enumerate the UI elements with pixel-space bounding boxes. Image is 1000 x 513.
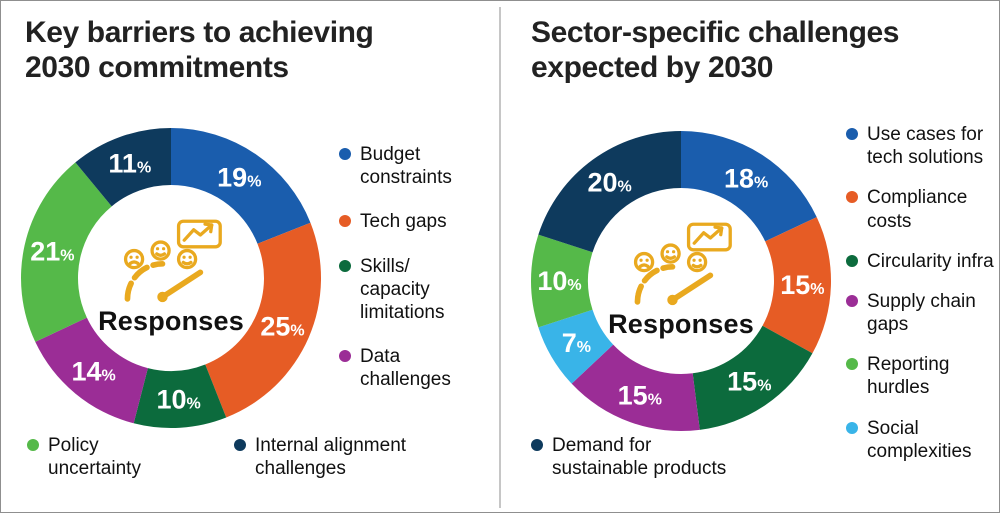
- legend-label: Internal alignment challenges: [255, 435, 407, 480]
- donut-segment-demand-for-sustainable-products: [538, 131, 681, 253]
- legend-item-data-challenges: Data challenges: [339, 345, 472, 391]
- legend-label: Use cases for tech solutions: [867, 124, 984, 169]
- key-barriers-bottom-legend: Policy uncertainty Internal alignment cha…: [27, 434, 433, 480]
- legend-label: Supply chain gaps: [867, 290, 976, 336]
- donut-segment-reporting-hurdles: [530, 234, 593, 328]
- donut-segment-social-complexities: [538, 309, 614, 384]
- legend-item-tech-gaps: Tech gaps: [339, 210, 472, 233]
- legend-label: Skills/ capacity limitations: [360, 255, 445, 323]
- legend-item-circularity-infra: Circularity infra: [846, 250, 999, 273]
- donut-segment-skills-capacity-limitations: [133, 364, 227, 429]
- donut-segment-supply-chain-gaps: [571, 344, 700, 432]
- donut-value-internal-alignment-challenges: 11%: [108, 149, 151, 179]
- legend-item-compliance-costs: Compliance costs: [846, 186, 999, 232]
- legend-label: Tech gaps: [360, 211, 447, 233]
- donut-segment-budget-constraints: [171, 128, 311, 244]
- sector-challenges-side-legend: Use cases for tech solutions Compliance c…: [846, 123, 999, 463]
- sector-challenges-title: Sector-specific challenges expected by 2…: [531, 16, 900, 85]
- legend-color-dot-icon: [339, 148, 351, 160]
- legend-label: Budget constraints: [360, 144, 452, 189]
- donut-value-supply-chain-gaps: 15%: [618, 380, 662, 410]
- sector-challenges-panel: Sector-specific challenges expected by 2…: [501, 1, 999, 512]
- donut-value-compliance-costs: 15%: [780, 270, 824, 300]
- legend-color-dot-icon: [846, 294, 858, 307]
- legend-color-dot-icon: [846, 128, 858, 140]
- donut-segment-policy-uncertainty: [21, 162, 112, 342]
- sector-challenges-donut-svg: 18% 15% 15% 15% 7% 10% 20%: [530, 131, 831, 432]
- donut-segment-circularity-infra: [692, 325, 813, 430]
- legend-color-dot-icon: [339, 215, 351, 228]
- legend-color-dot-icon: [846, 191, 858, 204]
- legend-item-budget-constraints: Budget constraints: [339, 143, 472, 189]
- legend-label: Data challenges: [360, 346, 451, 391]
- legend-color-dot-icon: [846, 358, 858, 371]
- donut-value-social-complexities: 7%: [562, 328, 591, 358]
- legend-color-dot-icon: [27, 439, 39, 451]
- key-barriers-side-legend: Budget constraints Tech gaps Skills/ capac…: [339, 143, 472, 391]
- legend-item-policy-uncertainty: Policy uncertainty: [27, 434, 156, 480]
- legend-color-dot-icon: [339, 259, 351, 272]
- donut-value-circularity-infra: 15%: [727, 367, 771, 397]
- donut-value-budget-constraints: 19%: [217, 163, 261, 193]
- donut-segment-use-cases-for-tech-solutions: [681, 131, 817, 242]
- donut-value-use-cases-for-tech-solutions: 18%: [724, 163, 768, 193]
- donut-value-policy-uncertainty: 21%: [30, 237, 74, 267]
- legend-item-demand-for-sustainable-products: Demand for sustainable products: [531, 434, 750, 480]
- legend-item-skills-capacity-limitations: Skills/ capacity limitations: [339, 255, 472, 325]
- donut-value-demand-for-sustainable-products: 20%: [587, 168, 631, 198]
- legend-color-dot-icon: [846, 254, 858, 267]
- donut-segment-data-challenges: [35, 317, 148, 424]
- sector-challenges-donut-chart: 18% 15% 15% 15% 7% 10% 20%: [526, 126, 836, 436]
- legend-color-dot-icon: [531, 439, 543, 451]
- legend-color-dot-icon: [846, 421, 858, 434]
- donut-value-data-challenges: 14%: [71, 357, 115, 387]
- donut-value-tech-gaps: 25%: [260, 311, 304, 341]
- donut-segment-internal-alignment-challenges: [75, 128, 171, 207]
- key-barriers-panel: Key barriers to achieving 2030 commitmen…: [1, 1, 499, 512]
- key-barriers-donut-svg: 19% 25% 10% 14% 21% 11%: [21, 128, 322, 429]
- legend-label: Compliance costs: [867, 187, 968, 232]
- donut-segment-tech-gaps: [205, 222, 322, 418]
- legend-label: Demand for sustainable products: [552, 435, 727, 480]
- legend-color-dot-icon: [339, 350, 351, 363]
- legend-item-social-complexities: Social complexities: [846, 417, 999, 463]
- legend-label: Social complexities: [867, 417, 972, 462]
- legend-color-dot-icon: [234, 439, 246, 451]
- donut-segment-compliance-costs: [762, 217, 831, 354]
- legend-item-internal-alignment-challenges: Internal alignment challenges: [234, 434, 433, 480]
- legend-item-supply-chain-gaps: Supply chain gaps: [846, 290, 999, 336]
- donut-value-skills-capacity-limitations: 10%: [156, 384, 200, 414]
- legend-item-use-cases-for-tech-solutions: Use cases for tech solutions: [846, 123, 999, 169]
- key-barriers-donut-chart: 19% 25% 10% 14% 21% 11%: [16, 123, 326, 433]
- donut-value-reporting-hurdles: 10%: [537, 266, 581, 296]
- panel-divider: [499, 7, 501, 508]
- legend-label: Reporting hurdles: [867, 354, 950, 399]
- legend-label: Circularity infra: [867, 250, 994, 272]
- legend-label: Policy uncertainty: [48, 435, 141, 480]
- key-barriers-title: Key barriers to achieving 2030 commitmen…: [25, 16, 374, 85]
- sector-challenges-bottom-legend: Demand for sustainable products: [531, 434, 750, 480]
- legend-item-reporting-hurdles: Reporting hurdles: [846, 353, 999, 399]
